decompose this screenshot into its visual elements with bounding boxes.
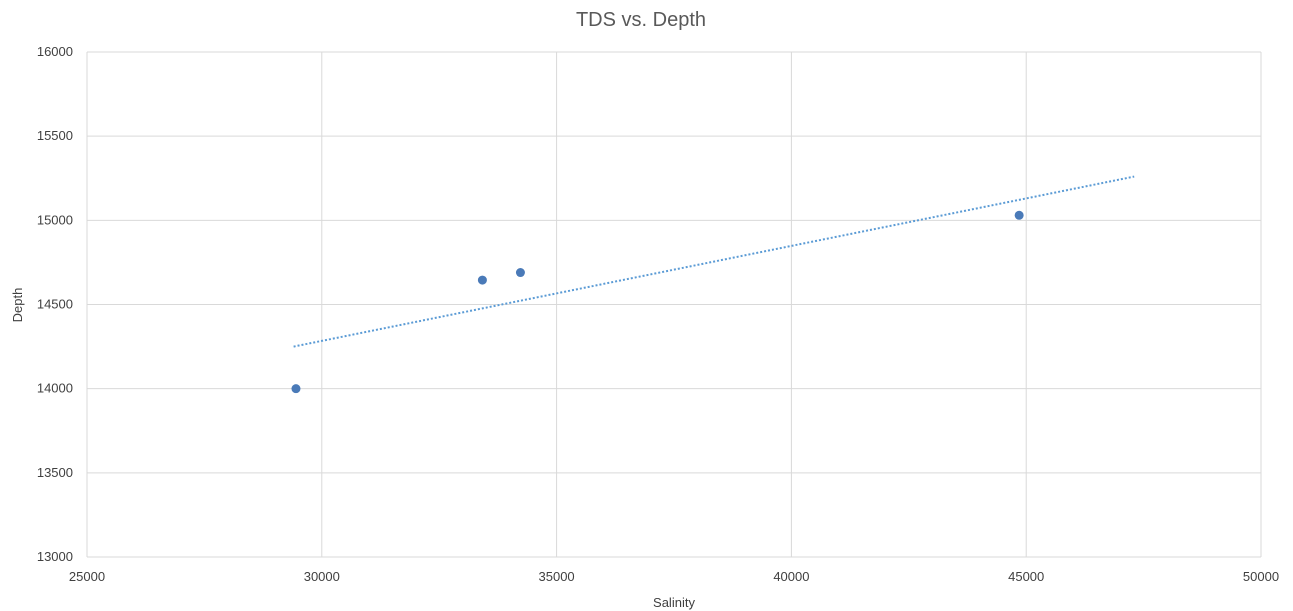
y-tick-label: 14000 xyxy=(37,381,73,396)
x-axis-title: Salinity xyxy=(653,595,695,610)
data-point xyxy=(291,384,301,394)
chart-title: TDS vs. Depth xyxy=(576,9,706,31)
tick-label-layer: 13000 13500 14000 14500 15000 15500 16000 25000… xyxy=(37,44,1279,584)
data-point xyxy=(1014,210,1024,220)
y-tick-label: 16000 xyxy=(37,44,73,59)
x-tick-label: 30000 xyxy=(304,569,340,584)
trendline-layer xyxy=(293,175,1135,348)
y-axis-title: Depth xyxy=(10,288,25,323)
points-layer xyxy=(291,210,1024,394)
data-point xyxy=(515,268,525,278)
x-tick-label: 50000 xyxy=(1243,569,1279,584)
trendline xyxy=(293,175,1135,348)
data-point xyxy=(477,275,487,285)
x-tick-label: 25000 xyxy=(69,569,105,584)
y-tick-label: 14500 xyxy=(37,297,73,312)
y-tick-label: 15500 xyxy=(37,128,73,143)
x-tick-label: 35000 xyxy=(539,569,575,584)
y-tick-label: 15000 xyxy=(37,212,73,227)
grid-layer xyxy=(86,51,1262,558)
x-tick-label: 45000 xyxy=(1008,569,1044,584)
y-tick-label: 13000 xyxy=(37,549,73,564)
y-tick-label: 13500 xyxy=(37,465,73,480)
x-tick-label: 40000 xyxy=(773,569,809,584)
